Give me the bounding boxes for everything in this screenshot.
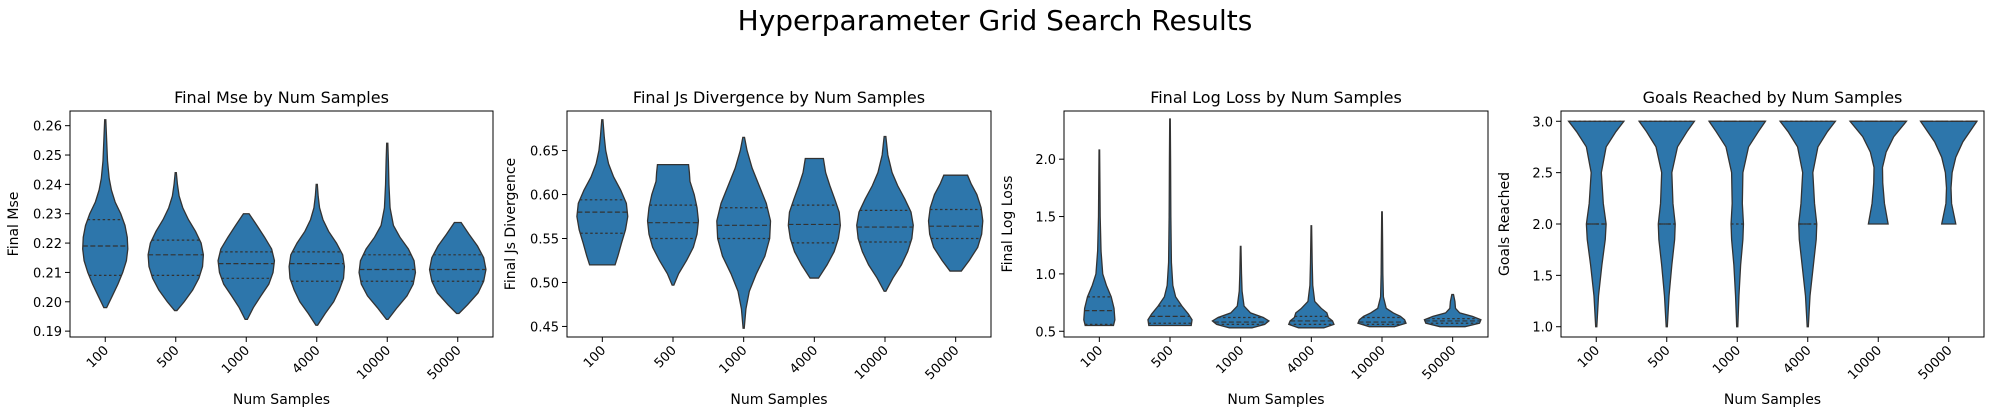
x-axis-label: Num Samples (1227, 392, 1324, 408)
violin-4000 (1287, 225, 1335, 329)
violin-1000 (217, 213, 276, 321)
y-tick-label: 1.0 (1532, 321, 1553, 336)
violin-4000 (288, 183, 346, 326)
axes-frame (1560, 110, 1985, 338)
violin-10000 (1357, 211, 1407, 328)
x-tick-label: 100 (1575, 343, 1603, 371)
x-tick-label: 10000 (1845, 343, 1885, 383)
y-tick-label: 0.25 (33, 149, 62, 164)
y-tick-label: 1.5 (1035, 211, 1056, 226)
violin-100 (576, 119, 629, 266)
x-tick-label: 4000 (1781, 343, 1815, 377)
x-axis-label: Num Samples (1724, 392, 1821, 408)
figure-title: Hyperparameter Grid Search Results (737, 4, 1253, 37)
violin-4000 (787, 157, 841, 279)
y-tick-label: 0.22 (33, 237, 62, 252)
violin-500 (147, 171, 205, 312)
axes-frame (1063, 110, 1489, 338)
x-axis-label: Num Samples (233, 392, 330, 408)
x-tick-label: 500 (1645, 343, 1673, 371)
violin-10000 (856, 135, 914, 292)
violin-10000 (358, 142, 417, 321)
y-tick-label: 2.0 (1532, 218, 1553, 233)
y-tick-label: 0.60 (530, 189, 559, 204)
violin-50000 (1919, 120, 1979, 225)
chart-title: Final Js Divergence by Num Samples (633, 88, 925, 107)
y-tick-label: 0.24 (33, 178, 62, 193)
y-tick-label: 0.20 (33, 296, 62, 311)
violin-1000 (716, 136, 772, 329)
y-axis-label: Final Mse (6, 192, 22, 257)
axes-frame (69, 110, 494, 338)
y-tick-label: 0.50 (530, 276, 559, 291)
y-tick-label: 3.0 (1532, 115, 1553, 130)
chart-title: Final Log Loss by Num Samples (1150, 88, 1402, 107)
y-tick-label: 0.55 (530, 233, 559, 248)
chart-title: Goals Reached by Num Samples (1643, 88, 1903, 107)
y-axis-label: Goals Reached (1497, 172, 1513, 276)
y-axis-label: Final Log Loss (1000, 176, 1016, 273)
y-tick-label: 0.26 (33, 120, 62, 135)
y-tick-label: 2.5 (1532, 167, 1553, 182)
y-tick-label: 0.21 (33, 266, 62, 281)
x-tick-label: 50000 (1916, 343, 1956, 383)
y-tick-label: 1.0 (1035, 268, 1056, 283)
y-tick-label: 0.5 (1035, 325, 1056, 340)
y-axis-label: Final Js Divergence (503, 158, 519, 290)
y-tick-label: 0.65 (530, 145, 559, 160)
y-tick-label: 2.0 (1035, 153, 1056, 168)
violin-500 (1147, 118, 1193, 327)
y-tick-label: 1.5 (1532, 269, 1553, 284)
x-axis-label: Num Samples (730, 392, 827, 408)
violin-100 (82, 119, 129, 309)
violin-500 (646, 163, 700, 286)
violin-10000 (1848, 120, 1908, 225)
x-tick-label: 1000 (1710, 343, 1744, 377)
violin-100 (1083, 149, 1116, 327)
chart-title: Final Mse by Num Samples (174, 88, 389, 107)
y-tick-label: 0.45 (530, 320, 559, 335)
violin-50000 (927, 174, 984, 272)
y-tick-label: 0.19 (33, 325, 62, 340)
axes-frame (566, 110, 992, 338)
y-tick-label: 0.23 (33, 208, 62, 223)
